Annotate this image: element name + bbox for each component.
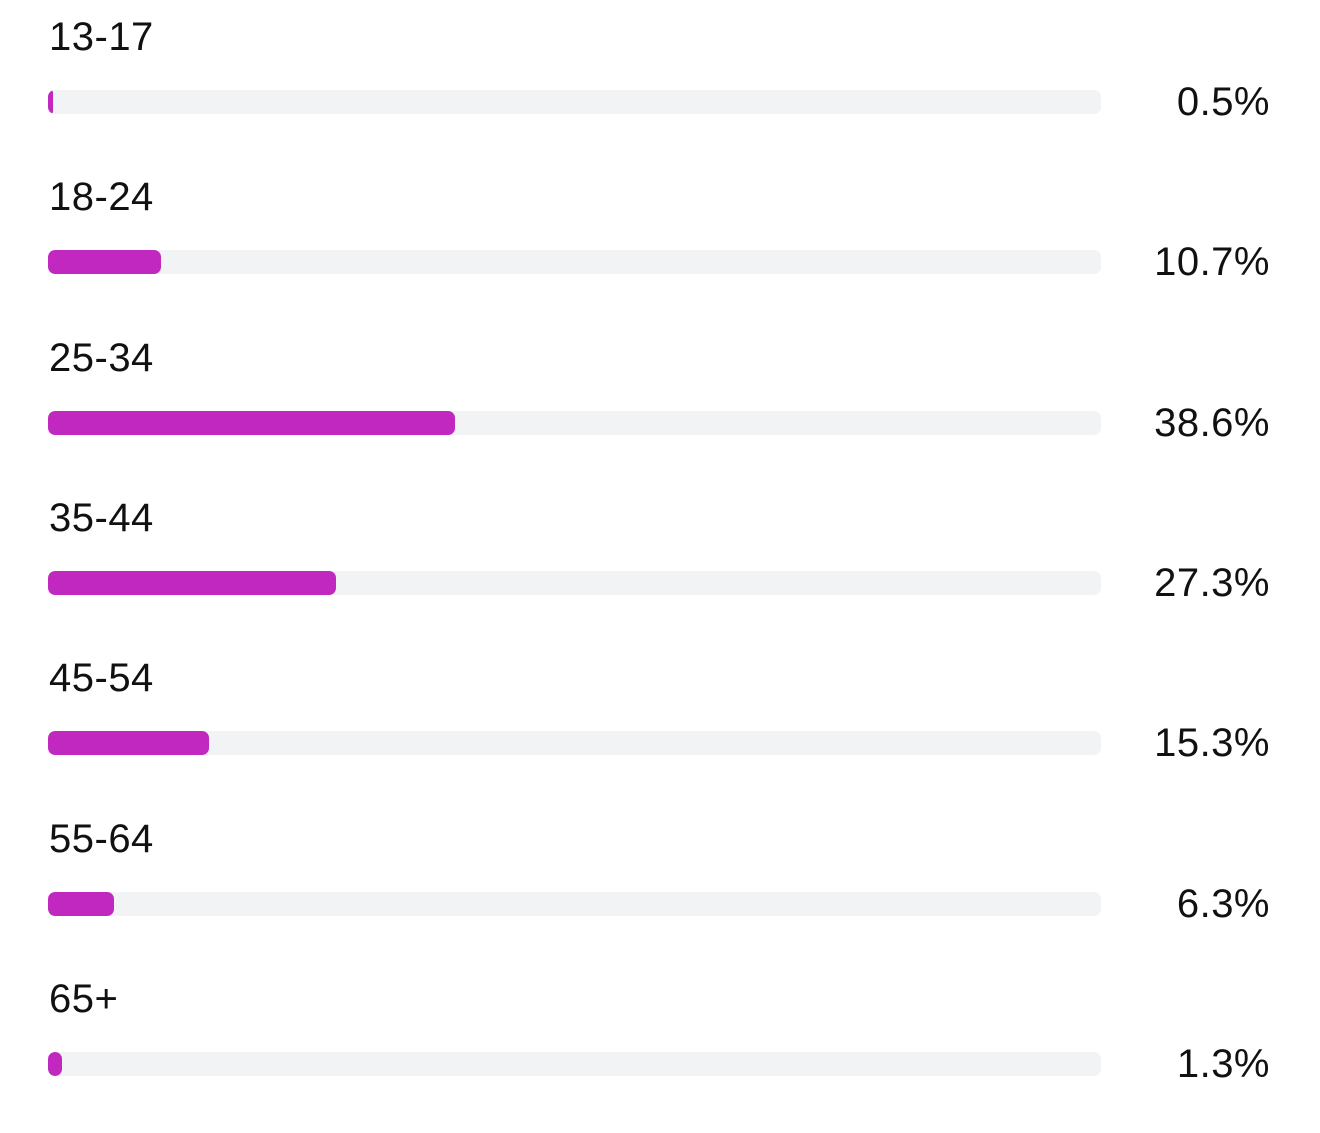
bar-track (48, 90, 1101, 114)
percentage-label: 0.5% (1176, 80, 1270, 124)
age-range-label: 18-24 (49, 175, 154, 219)
age-range-label: 13-17 (49, 15, 154, 59)
percentage-label: 1.3% (1176, 1042, 1270, 1086)
age-range-label: 35-44 (49, 496, 154, 540)
bar-track (48, 571, 1101, 595)
age-range-label: 45-54 (49, 656, 154, 700)
bar-track (48, 250, 1101, 274)
percentage-label: 27.3% (1154, 561, 1270, 605)
percentage-label: 6.3% (1176, 882, 1270, 926)
bar-fill (48, 250, 161, 274)
bar-fill (48, 731, 210, 755)
age-row: 55-64 6.3% (0, 802, 1320, 962)
bar-track (48, 731, 1101, 755)
age-row: 25-34 38.6% (0, 321, 1320, 481)
bar-fill (48, 571, 336, 595)
age-row: 13-17 0.5% (0, 0, 1320, 160)
age-range-label: 25-34 (49, 336, 154, 380)
bar-fill (48, 1052, 62, 1076)
bar-track (48, 411, 1101, 435)
bar-fill (48, 892, 115, 916)
age-row: 65+ 1.3% (0, 962, 1320, 1122)
percentage-label: 10.7% (1154, 240, 1270, 284)
age-row: 18-24 10.7% (0, 160, 1320, 320)
percentage-label: 15.3% (1154, 721, 1270, 765)
age-range-label: 55-64 (49, 817, 154, 861)
bar-fill (48, 90, 54, 114)
bar-track (48, 1052, 1101, 1076)
percentage-label: 38.6% (1154, 401, 1270, 445)
age-row: 35-44 27.3% (0, 481, 1320, 641)
bar-track (48, 892, 1101, 916)
bar-fill (48, 411, 455, 435)
age-row: 45-54 15.3% (0, 641, 1320, 801)
age-range-label: 65+ (49, 977, 119, 1021)
